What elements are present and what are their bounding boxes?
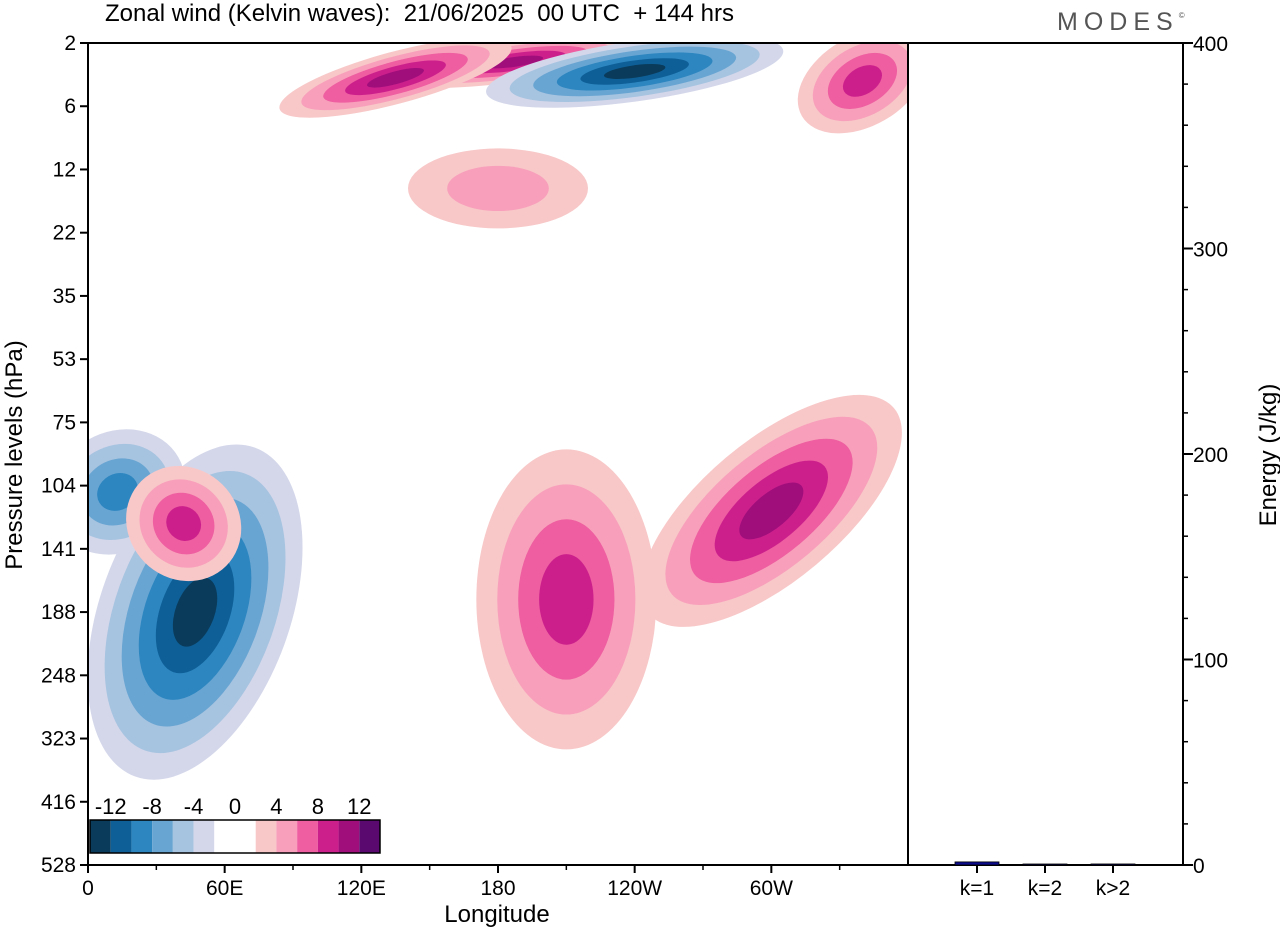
colorbar-label: -12 bbox=[95, 794, 127, 819]
colorbar-swatch bbox=[255, 820, 277, 853]
y-tick-label: 75 bbox=[53, 411, 76, 434]
colorbar-swatch bbox=[90, 820, 111, 853]
colorbar-swatch bbox=[214, 820, 235, 853]
modes-logo: MODES© bbox=[1057, 8, 1185, 36]
energy-tick-label: 100 bbox=[1193, 650, 1228, 673]
energy-axis-title: Energy (J/kg) bbox=[1255, 384, 1280, 527]
y-tick-label: 35 bbox=[53, 285, 76, 308]
positive-wind-contour bbox=[539, 554, 594, 645]
y-tick-label: 528 bbox=[41, 854, 76, 877]
energy-bar bbox=[1090, 863, 1136, 866]
positive-wind-contour bbox=[484, 55, 544, 69]
energy-tick-label: 300 bbox=[1193, 239, 1228, 262]
x-tick-label: 60W bbox=[750, 877, 793, 900]
colorbar-label: 8 bbox=[312, 794, 324, 819]
contour-fills bbox=[88, 43, 908, 780]
colorbar-swatch bbox=[235, 820, 256, 853]
energy-axis: 0 100 200 300 400 bbox=[1183, 33, 1228, 878]
y-tick-label: 22 bbox=[53, 222, 76, 245]
y-tick-label: 416 bbox=[41, 791, 76, 814]
colorbar-frame bbox=[89, 819, 381, 854]
chart-title: Zonal wind (Kelvin waves): 21/06/2025 00… bbox=[105, 0, 734, 27]
colorbar-swatch bbox=[359, 820, 380, 853]
negative-wind-contour bbox=[172, 577, 218, 647]
y-tick-label: 6 bbox=[64, 95, 76, 118]
y-axis-title: Pressure levels (hPa) bbox=[1, 340, 28, 569]
y-tick-label: 248 bbox=[41, 664, 76, 687]
x-tick-label: 120E bbox=[337, 877, 386, 900]
colorbar-label: 0 bbox=[229, 794, 241, 819]
energy-tick-label: 200 bbox=[1193, 444, 1228, 467]
energy-tick-label: 400 bbox=[1193, 33, 1228, 56]
positive-wind-contour bbox=[842, 65, 882, 97]
positive-wind-contour bbox=[367, 67, 424, 88]
colorbar-label: -8 bbox=[142, 794, 162, 819]
colorbar-label: 12 bbox=[347, 794, 371, 819]
y-tick-label: 188 bbox=[41, 601, 76, 624]
colorbar-swatch bbox=[317, 820, 339, 853]
y-tick-label: 104 bbox=[41, 475, 76, 498]
kelvin-wave-heatmap bbox=[87, 42, 909, 866]
energy-category-label: k>2 bbox=[1096, 877, 1130, 900]
y-tick-label: 141 bbox=[41, 538, 76, 561]
y-tick-label: 323 bbox=[41, 728, 76, 751]
colorbar-swatch bbox=[276, 820, 298, 853]
negative-wind-contour bbox=[97, 472, 139, 511]
colorbar-swatch bbox=[297, 820, 318, 853]
negative-wind-contour bbox=[604, 63, 666, 79]
colorbar-swatch bbox=[152, 820, 173, 853]
energy-category-label: k=2 bbox=[1028, 877, 1062, 900]
x-tick-label: 120W bbox=[607, 877, 662, 900]
longitude-axis: 0 60E 120E 180 120W 60W bbox=[82, 865, 841, 900]
y-tick-label: 53 bbox=[53, 348, 76, 371]
positive-wind-contour bbox=[166, 506, 202, 541]
colorbar-swatch bbox=[110, 820, 132, 853]
x-tick-label: 0 bbox=[82, 877, 94, 900]
colorbar-swatch bbox=[172, 820, 194, 853]
pressure-axis: 2 6 12 22 35 53 75 104 141 188 248 323 416 528 bbox=[41, 32, 88, 877]
colorbar: -12 -8 -4 0 4 8 12 bbox=[89, 794, 381, 854]
energy-tick-label: 0 bbox=[1193, 855, 1205, 878]
energy-bar bbox=[1022, 863, 1068, 866]
y-tick-label: 12 bbox=[53, 158, 76, 181]
x-tick-label: 180 bbox=[480, 877, 515, 900]
colorbar-swatch bbox=[131, 820, 153, 853]
energy-bar bbox=[954, 861, 1000, 866]
logo-text: MODES bbox=[1057, 8, 1179, 36]
colorbar-swatch bbox=[338, 820, 360, 853]
x-axis-title: Longitude bbox=[444, 901, 549, 928]
energy-bars: k=1 k=2 k>2 bbox=[954, 861, 1136, 900]
x-tick-label: 60E bbox=[206, 877, 243, 900]
positive-wind-contour bbox=[447, 165, 549, 212]
colorbar-label: 4 bbox=[270, 794, 282, 819]
energy-bar-chart: 0 100 200 300 400 k=1 k=2 k>2 Energy (J/kg) bbox=[907, 33, 1280, 900]
y-tick-label: 2 bbox=[64, 32, 76, 55]
positive-wind-contour bbox=[739, 482, 804, 540]
colorbar-swatch bbox=[193, 820, 215, 853]
colorbar-label: -4 bbox=[184, 794, 204, 819]
energy-panel-frame bbox=[907, 42, 1184, 866]
energy-category-label: k=1 bbox=[960, 877, 994, 900]
